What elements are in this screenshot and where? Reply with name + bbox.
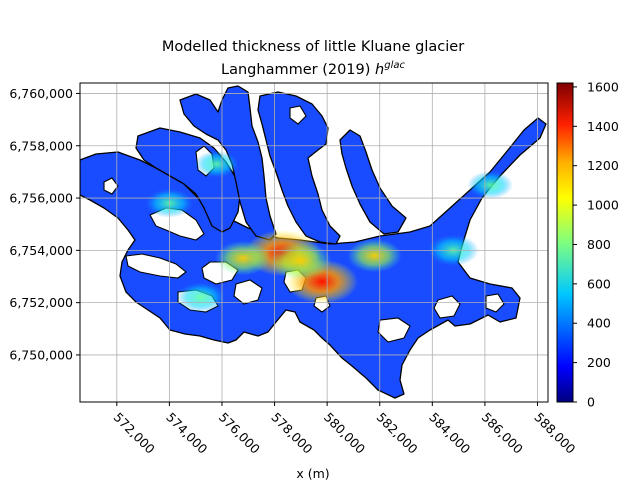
x-tick-label: 572,000: [111, 410, 158, 457]
colorbar-tick-label: 800: [587, 237, 611, 252]
thickness-hotspot: [270, 241, 332, 280]
colorbar-tick-label: 1600: [587, 79, 619, 94]
nunatak: [125, 253, 187, 279]
axes-frame: [79, 82, 549, 403]
colorbar-tick-label: 1200: [587, 158, 619, 173]
x-tick-label: 586,000: [479, 410, 526, 457]
colorbar-tick-label: 200: [587, 355, 611, 370]
x-tick-label: 582,000: [374, 410, 421, 457]
colorbar-tick-label: 1400: [587, 119, 619, 134]
nunatak: [433, 295, 461, 319]
colorbar-ticks: 0 200 400 600 800 1000 1200 1400 1600: [573, 79, 619, 410]
chart-title-line1: Modelled thickness of little Kluane glac…: [162, 39, 464, 55]
thickness-hotspot: [176, 282, 226, 313]
thickness-hotspot: [467, 171, 513, 199]
glacier-branch-middle: [339, 129, 407, 235]
x-tick-label: 576,000: [216, 410, 263, 457]
y-tick-label: 6,754,000: [9, 243, 73, 258]
y-tick-label: 6,752,000: [9, 295, 73, 310]
nunatak: [233, 279, 263, 305]
colorbar-tick-label: 1000: [587, 198, 619, 213]
nunatak: [289, 105, 307, 125]
thickness-hotspot: [347, 238, 402, 273]
x-tick-label: 574,000: [163, 410, 210, 457]
x-tick-label: 588,000: [531, 410, 578, 457]
y-tick-label: 6,758,000: [9, 138, 73, 153]
colorbar-tick-label: 400: [587, 316, 611, 331]
y-axis: 6,750,000 6,752,000 6,754,000 6,756,000 6,75…: [9, 86, 80, 362]
x-axis-label: x (m): [296, 466, 329, 480]
x-tick-label: 584,000: [426, 410, 473, 457]
nunatak: [103, 177, 119, 195]
colorbar: 0 200 400 600 800 1000 1200 1400 1600: [556, 79, 619, 410]
y-tick-label: 6,750,000: [9, 347, 73, 362]
thickness-hotspot: [215, 240, 272, 276]
chart-title-line2: Langhammer (2019) hglac: [221, 60, 405, 78]
thickness-hotspots: [145, 150, 513, 313]
colorbar-tick-label: 600: [587, 276, 611, 291]
y-tick-label: 6,756,000: [9, 191, 73, 206]
nunatak: [377, 317, 411, 343]
x-tick-label: 578,000: [268, 410, 315, 457]
x-axis: 572,000 574,000 576,000 578,000 580,000 582,0…: [111, 402, 579, 457]
colorbar-gradient: [556, 82, 574, 403]
colorbar-tick-label: 0: [587, 395, 595, 410]
glacier-map: [80, 83, 548, 402]
y-tick-label: 6,760,000: [9, 86, 73, 101]
thickness-hotspot: [194, 150, 239, 178]
grid: [80, 83, 548, 402]
glacier-branch-northeast: [257, 91, 341, 245]
x-tick-label: 580,000: [321, 410, 368, 457]
